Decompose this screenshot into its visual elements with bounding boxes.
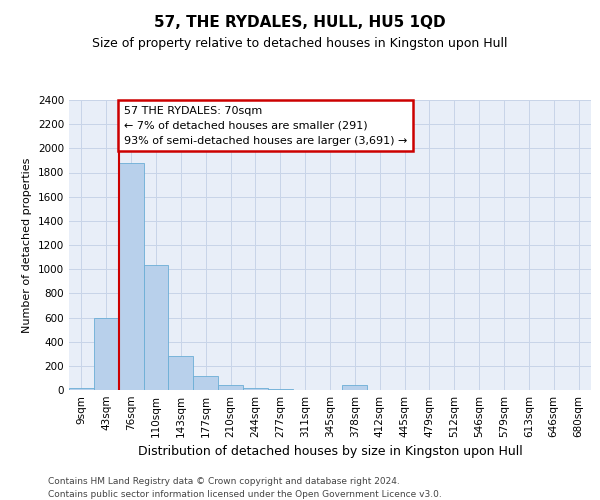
Bar [243, 388, 268, 390]
Text: Contains public sector information licensed under the Open Government Licence v3: Contains public sector information licen… [48, 490, 442, 499]
Text: 57, THE RYDALES, HULL, HU5 1QD: 57, THE RYDALES, HULL, HU5 1QD [154, 15, 446, 30]
Bar [69, 388, 94, 390]
Bar [143, 265, 169, 390]
Bar [94, 318, 119, 390]
Y-axis label: Number of detached properties: Number of detached properties [22, 158, 32, 332]
Bar [193, 376, 218, 390]
Bar [343, 385, 367, 390]
Bar [119, 164, 143, 390]
Text: Contains HM Land Registry data © Crown copyright and database right 2024.: Contains HM Land Registry data © Crown c… [48, 478, 400, 486]
Text: 57 THE RYDALES: 70sqm
← 7% of detached houses are smaller (291)
93% of semi-deta: 57 THE RYDALES: 70sqm ← 7% of detached h… [124, 106, 407, 146]
Bar [218, 385, 243, 390]
Bar [169, 356, 193, 390]
X-axis label: Distribution of detached houses by size in Kingston upon Hull: Distribution of detached houses by size … [137, 446, 523, 458]
Text: Size of property relative to detached houses in Kingston upon Hull: Size of property relative to detached ho… [92, 38, 508, 51]
